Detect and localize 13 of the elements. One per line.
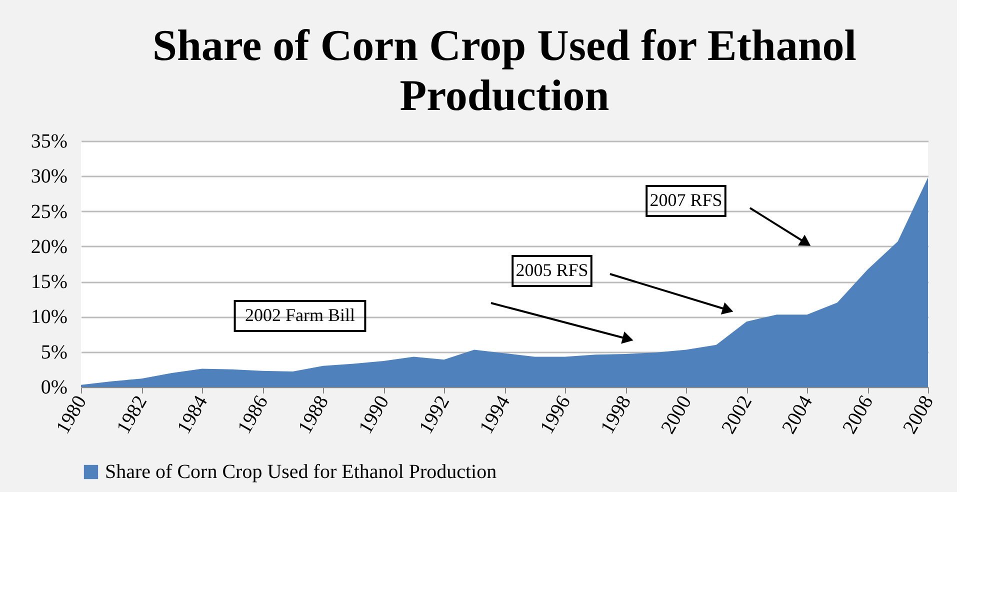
y-tick-label: 35% [30,130,68,152]
y-tick-label: 5% [40,341,68,364]
annotation: 2002 Farm Bill [244,305,356,325]
y-tick-label: 15% [30,271,68,294]
legend-label: Share of Corn Crop Used for Ethanol Production [105,461,497,483]
y-tick-label: 25% [30,200,68,223]
y-tick-label: 20% [30,236,68,258]
y-tick-label: 0% [40,376,68,398]
y-tick-label: 30% [30,166,68,188]
annotation: 2005 RFS [516,260,588,280]
y-tick-label: 10% [30,306,68,328]
chart-title: Share of Corn Crop Used for Ethanol Production [152,21,857,120]
annotation: 2007 RFS [650,190,722,210]
